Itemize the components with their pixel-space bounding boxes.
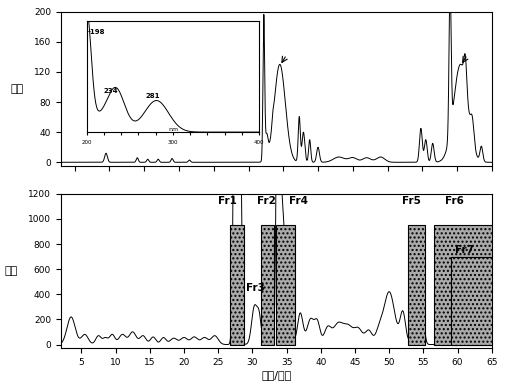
Text: Fr5: Fr5 xyxy=(403,196,421,206)
Bar xyxy=(408,225,425,344)
Text: Fr2: Fr2 xyxy=(257,196,275,206)
Text: Fr3: Fr3 xyxy=(246,283,265,293)
Y-axis label: 毫伏: 毫伏 xyxy=(5,266,18,276)
Text: Fr6: Fr6 xyxy=(445,196,463,206)
Text: Fr4: Fr4 xyxy=(289,196,308,206)
Bar xyxy=(261,225,274,344)
Bar xyxy=(451,257,494,344)
Text: Fr7: Fr7 xyxy=(455,245,474,255)
Bar xyxy=(433,225,494,344)
X-axis label: 时间/分钟: 时间/分钟 xyxy=(261,370,292,380)
Y-axis label: 毫伏: 毫伏 xyxy=(11,84,24,94)
Bar xyxy=(276,225,296,344)
Text: Fr1: Fr1 xyxy=(218,196,236,206)
Bar xyxy=(231,225,244,344)
